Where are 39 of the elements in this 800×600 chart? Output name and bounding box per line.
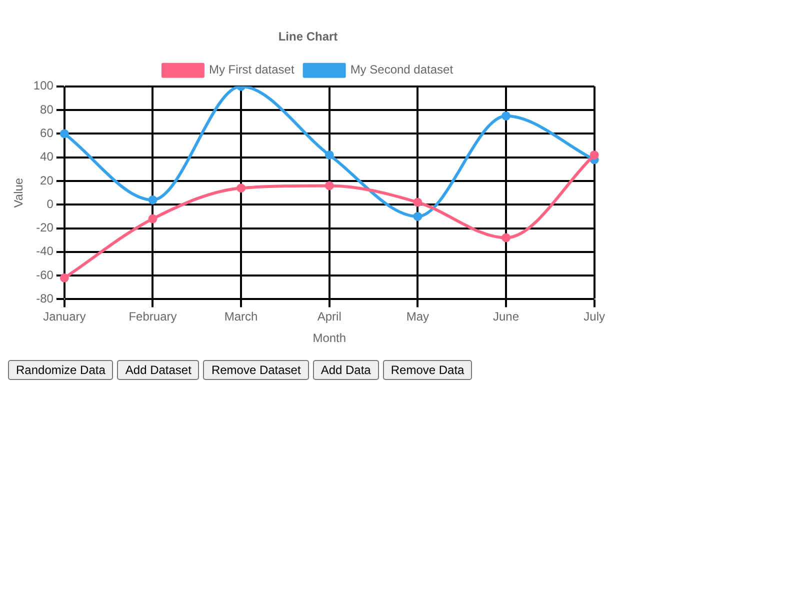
y-tick-label: 20 — [40, 173, 54, 188]
text: Add Data — [312, 360, 379, 380]
x-tick-label: April — [317, 310, 342, 324]
y-tick-label: 100 — [33, 78, 54, 93]
y-axis-title: Value — [12, 178, 26, 208]
x-tick-label: February — [128, 310, 177, 324]
point — [413, 212, 422, 221]
y-tick-label: 40 — [40, 150, 54, 164]
point — [60, 129, 69, 138]
point — [590, 150, 599, 160]
point — [236, 184, 246, 193]
point — [148, 214, 158, 224]
legend-label: My First dataset — [208, 62, 295, 77]
chart-title: Line Chart — [278, 30, 338, 44]
point — [148, 195, 158, 204]
x-tick-label: June — [492, 310, 520, 324]
x-tick-label: July — [584, 310, 605, 324]
x-tick-label: May — [406, 310, 430, 324]
y-tick-label: -80 — [36, 292, 54, 306]
point — [413, 198, 422, 207]
text: Add Dataset — [117, 360, 200, 380]
text: Remove Dataset — [203, 360, 309, 380]
y-tick-label: 60 — [40, 126, 54, 140]
y-tick-label: 0 — [46, 196, 54, 211]
y-tick-label: 80 — [40, 102, 54, 116]
point — [502, 111, 511, 120]
y-tick-label: -20 — [36, 220, 54, 235]
point — [324, 150, 334, 160]
x-axis-title: Month — [312, 331, 346, 346]
x-tick-label: January — [43, 310, 86, 324]
point — [60, 273, 69, 282]
y-tick-label: -60 — [36, 268, 54, 282]
point — [502, 233, 511, 242]
y-tick-label: -40 — [36, 244, 54, 258]
text: Randomize Data — [8, 360, 114, 380]
legend-label: My Second dataset — [350, 62, 454, 77]
x-tick-label: March — [224, 310, 258, 324]
point — [324, 181, 334, 190]
text: Remove Data — [382, 360, 472, 380]
